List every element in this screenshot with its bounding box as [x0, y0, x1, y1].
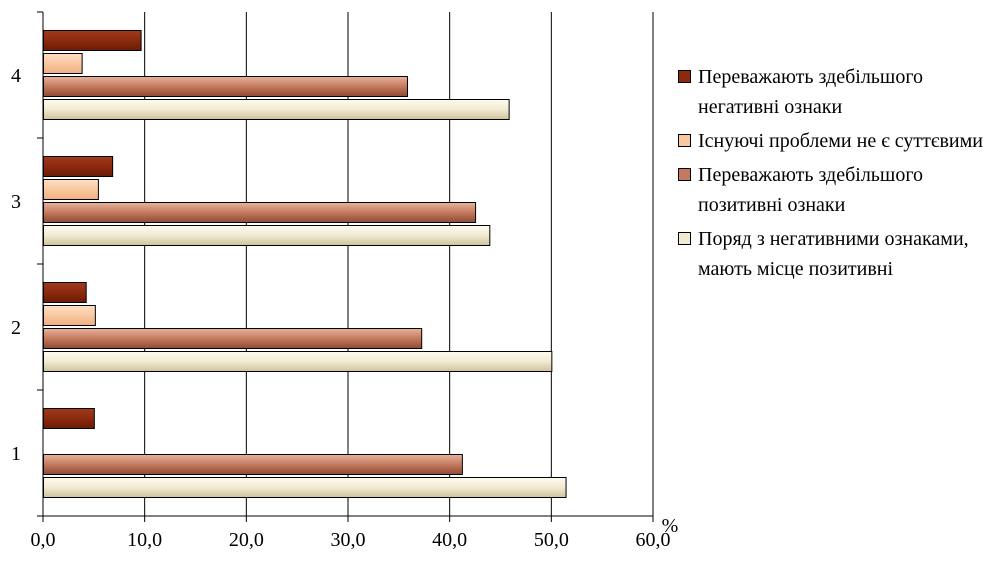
- x-tick-label: 30,0: [331, 529, 366, 551]
- legend-item-series-2: Існуючі проблеми не є суттєвими: [676, 126, 996, 156]
- legend-label-series-1: Переважають здебільшого негативні ознаки: [698, 66, 924, 118]
- bar-series-1-category-2: [43, 282, 87, 303]
- bar-series-4-category-2: [43, 351, 553, 372]
- y-category-label: 4: [11, 65, 21, 87]
- bar-series-3-category-4: [43, 76, 408, 97]
- bar-series-1-category-1: [43, 408, 95, 429]
- bar-series-2-category-2: [43, 305, 96, 326]
- chart-legend: Переважають здебільшого негативні ознаки…: [676, 62, 996, 284]
- bar-series-2-category-4: [43, 53, 83, 74]
- legend-swatch-series-1: [678, 70, 691, 83]
- bar-series-1-category-4: [43, 30, 142, 51]
- bar-series-3-category-2: [43, 328, 423, 349]
- y-category-label: 2: [11, 317, 21, 339]
- bar-series-3-category-1: [43, 454, 463, 475]
- x-tick-label: 50,0: [534, 529, 569, 551]
- legend-swatch-series-3: [678, 168, 691, 181]
- bar-series-4-category-4: [43, 99, 510, 120]
- legend-item-series-3: Переважають здебільшого позитивні ознаки: [676, 160, 996, 220]
- x-tick-label: 60,0: [636, 529, 671, 551]
- x-tick-label: 0,0: [31, 529, 56, 551]
- bar-series-4-category-3: [43, 225, 491, 246]
- x-unit-label: %: [662, 515, 679, 537]
- x-tick-label: 20,0: [229, 529, 264, 551]
- bar-series-1-category-3: [43, 156, 114, 177]
- bar-series-2-category-3: [43, 179, 99, 200]
- legend-label-series-3: Переважають здебільшого позитивні ознаки: [698, 164, 924, 216]
- y-category-label: 3: [11, 191, 21, 213]
- x-tick-label: 40,0: [432, 529, 467, 551]
- y-category-label: 1: [11, 443, 21, 465]
- bar-series-4-category-1: [43, 477, 567, 498]
- x-tick-label: 10,0: [127, 529, 162, 551]
- legend-label-series-2: Існуючі проблеми не є суттєвими: [698, 130, 983, 152]
- legend-swatch-series-2: [678, 134, 691, 147]
- legend-item-series-1: Переважають здебільшого негативні ознаки: [676, 62, 996, 122]
- legend-item-series-4: Поряд з негативними ознаками, мають місц…: [676, 224, 996, 284]
- legend-swatch-series-4: [678, 232, 691, 245]
- legend-label-series-4: Поряд з негативними ознаками, мають місц…: [698, 228, 969, 280]
- bar-series-3-category-3: [43, 202, 477, 223]
